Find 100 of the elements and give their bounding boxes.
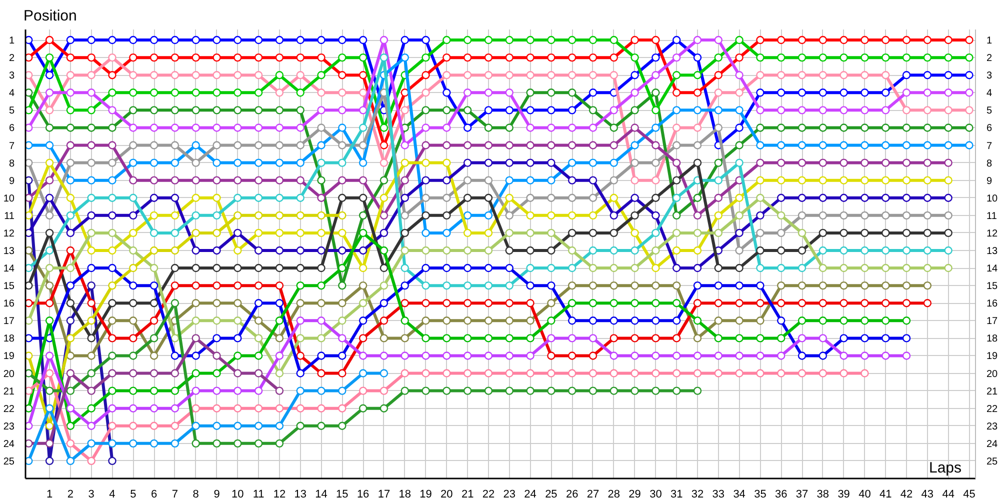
point [484, 124, 493, 132]
point [756, 352, 764, 360]
point [358, 228, 368, 238]
point [129, 246, 138, 255]
point [66, 386, 75, 395]
point [192, 106, 200, 114]
x-tick-label: 42 [900, 488, 913, 500]
point [568, 211, 576, 220]
point [422, 316, 430, 325]
point [212, 334, 221, 342]
point [170, 264, 180, 272]
point [108, 404, 116, 412]
point [652, 106, 660, 114]
point [338, 124, 346, 132]
x-tick-label: 7 [172, 488, 178, 500]
point [588, 53, 598, 62]
point [234, 334, 242, 342]
point [588, 386, 598, 395]
point [45, 53, 54, 62]
point [672, 141, 681, 150]
point [505, 386, 514, 395]
x-tick-label: 18 [398, 488, 412, 500]
point [463, 228, 472, 238]
point [840, 106, 848, 114]
point [547, 36, 556, 44]
point [588, 211, 598, 220]
point [777, 264, 786, 272]
point [882, 71, 890, 80]
point [588, 246, 598, 255]
point [275, 352, 284, 360]
point [400, 53, 409, 62]
point [108, 334, 116, 342]
point [463, 352, 472, 360]
point [108, 386, 116, 395]
x-tick-label: 36 [774, 488, 788, 500]
point [212, 299, 221, 308]
point [505, 88, 514, 97]
point [170, 369, 180, 378]
point [735, 158, 744, 167]
point [317, 299, 326, 308]
point [234, 281, 242, 290]
x-tick-label: 45 [963, 488, 976, 500]
point [798, 281, 806, 290]
point [234, 71, 242, 80]
point [275, 53, 284, 62]
point [840, 124, 848, 132]
point [944, 124, 952, 132]
point [547, 141, 556, 150]
point [338, 334, 346, 342]
point [588, 176, 598, 184]
point [338, 404, 346, 412]
y2-tick-label: 11 [986, 210, 998, 222]
point [777, 36, 786, 44]
point [672, 194, 681, 202]
point [652, 88, 660, 97]
point [45, 422, 54, 430]
point [358, 334, 368, 342]
point [317, 316, 326, 325]
point [610, 141, 618, 150]
point [714, 36, 723, 44]
point [902, 106, 911, 114]
point [860, 88, 869, 97]
point [129, 71, 138, 80]
point [254, 386, 263, 395]
point [860, 124, 869, 132]
point [129, 194, 138, 202]
point [338, 141, 346, 150]
point [150, 88, 158, 97]
point [588, 36, 598, 44]
point [840, 194, 848, 202]
point [108, 264, 116, 272]
point [965, 141, 974, 150]
point [735, 246, 744, 255]
point [860, 194, 869, 202]
point [547, 211, 556, 220]
point [400, 246, 409, 255]
point [422, 281, 430, 290]
point [66, 158, 75, 167]
point [87, 71, 96, 80]
point [422, 246, 430, 255]
point [192, 36, 200, 44]
point [484, 264, 493, 272]
point [170, 158, 180, 167]
point [66, 176, 75, 184]
point [672, 124, 681, 132]
point [192, 404, 200, 412]
point [777, 53, 786, 62]
point [630, 228, 639, 238]
point [26, 106, 33, 114]
point [234, 439, 242, 448]
point [338, 71, 346, 80]
point [66, 334, 75, 342]
point [840, 299, 848, 308]
point [400, 228, 409, 238]
point [652, 211, 660, 220]
point [129, 124, 138, 132]
point [442, 352, 451, 360]
point [714, 334, 723, 342]
point [944, 106, 952, 114]
point [317, 281, 326, 290]
